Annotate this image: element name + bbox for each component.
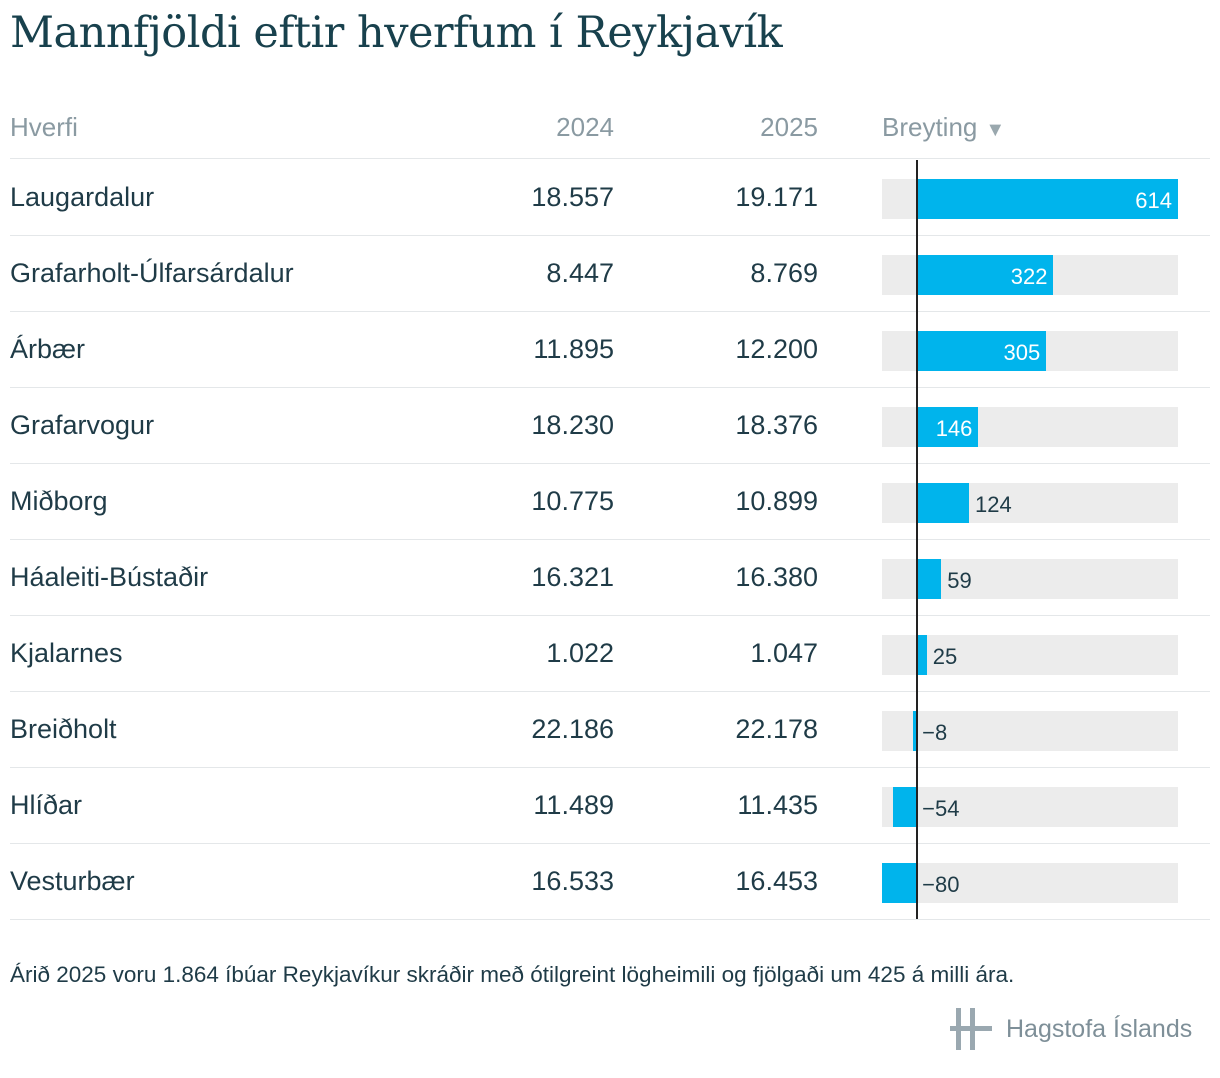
hagstofa-logo-text: Hagstofa Íslands (1006, 1014, 1193, 1043)
change-bar (916, 331, 1047, 371)
hagstofa-logo[interactable]: Hagstofa Íslands (950, 1006, 1192, 1052)
change-bar-label: 305 (1003, 340, 1041, 365)
row-divider (10, 919, 1210, 920)
change-bar-label: 146 (935, 416, 973, 441)
change-bar (916, 179, 1178, 219)
row-hverfi-name: Laugardalur (10, 182, 155, 212)
row-divider (10, 463, 1210, 464)
change-bar-label: 614 (1135, 188, 1172, 213)
table-row: Grafarvogur 18.230 18.376 146 (0, 388, 1220, 464)
zero-axis-line (916, 160, 918, 919)
change-bar-track (882, 635, 1178, 675)
table-row: Hlíðar 11.489 11.435 −54 (0, 768, 1220, 844)
row-value-2025: 16.453 (735, 866, 818, 896)
row-divider (10, 235, 1210, 236)
row-value-2025: 19.171 (735, 182, 818, 212)
row-hverfi-name: Hlíðar (10, 790, 83, 820)
row-divider (10, 539, 1210, 540)
change-bar-label: −8 (922, 720, 948, 745)
row-hverfi-name: Kjalarnes (10, 638, 123, 668)
row-value-2025: 12.200 (735, 334, 818, 364)
table-row: Laugardalur 18.557 19.171 614 (0, 160, 1220, 236)
change-bar (893, 787, 917, 827)
change-bar (916, 407, 979, 447)
row-value-2025: 18.376 (735, 410, 818, 440)
row-hverfi-name: Miðborg (10, 486, 108, 516)
row-value-2025: 10.899 (735, 486, 818, 516)
column-header-hverfi[interactable]: Hverfi (10, 112, 78, 142)
column-header-2025[interactable]: 2025 (760, 112, 818, 142)
row-value-2024: 11.489 (533, 790, 614, 820)
header-divider (10, 158, 1210, 159)
column-header-breyting-label: Breyting (882, 112, 978, 142)
row-divider (10, 691, 1210, 692)
row-value-2025: 22.178 (735, 714, 818, 744)
row-divider (10, 387, 1210, 388)
change-bar (916, 635, 927, 675)
row-divider (10, 311, 1210, 312)
table-row: Miðborg 10.775 10.899 124 (0, 464, 1220, 540)
table-row: Vesturbær 16.533 16.453 −80 (0, 844, 1220, 920)
row-value-2024: 10.775 (531, 486, 614, 516)
row-value-2025: 1.047 (750, 638, 818, 668)
row-divider (10, 767, 1210, 768)
change-bar-track (882, 787, 1178, 827)
table-row: Grafarholt-Úlfarsárdalur 8.447 8.769 322 (0, 236, 1220, 312)
table-row: Háaleiti-Bústaðir 16.321 16.380 59 (0, 540, 1220, 616)
change-bar-label: 25 (932, 644, 958, 669)
table-row: Kjalarnes 1.022 1.047 25 (0, 616, 1220, 692)
column-header-breyting[interactable]: Breyting ▼ (882, 112, 1005, 143)
row-value-2025: 16.380 (735, 562, 818, 592)
change-bar-track (882, 863, 1178, 903)
table-row: Breiðholt 22.186 22.178 −8 (0, 692, 1220, 768)
row-value-2024: 1.022 (546, 638, 614, 668)
hagstofa-logo-icon (950, 1008, 992, 1050)
row-hverfi-name: Árbær (10, 334, 86, 364)
change-bar-label: −80 (922, 872, 960, 897)
change-bar (916, 255, 1054, 295)
row-value-2025: 11.435 (737, 790, 818, 820)
page-title: Mannfjöldi eftir hverfum í Reykjavík (10, 8, 783, 58)
row-divider (10, 843, 1210, 844)
row-value-2024: 22.186 (531, 714, 614, 744)
change-bar (916, 483, 969, 523)
row-hverfi-name: Breiðholt (10, 714, 117, 744)
change-bar (882, 863, 917, 903)
change-bar (912, 711, 917, 751)
row-value-2024: 16.533 (531, 866, 614, 896)
change-bar-label: 124 (975, 492, 1012, 517)
row-value-2024: 8.447 (546, 258, 614, 288)
change-bar-label: −54 (922, 796, 960, 821)
table-row: Árbær 11.895 12.200 305 (0, 312, 1220, 388)
row-value-2024: 16.321 (531, 562, 614, 592)
row-value-2024: 18.557 (531, 182, 614, 212)
change-bar-label: 322 (1010, 264, 1048, 289)
row-value-2024: 11.895 (533, 334, 614, 364)
row-hverfi-name: Vesturbær (10, 866, 135, 896)
change-bar-track (882, 711, 1178, 751)
row-value-2025: 8.769 (750, 258, 818, 288)
change-bar (916, 559, 942, 599)
row-hverfi-name: Grafarvogur (10, 410, 155, 440)
row-hverfi-name: Grafarholt-Úlfarsárdalur (10, 258, 294, 288)
footnote: Árið 2025 voru 1.864 íbúar Reykjavíkur s… (10, 962, 1015, 987)
change-bar-label: 59 (947, 568, 972, 593)
row-value-2024: 18.230 (531, 410, 614, 440)
column-header-2024[interactable]: 2024 (556, 112, 614, 142)
row-divider (10, 615, 1210, 616)
sort-descending-icon[interactable]: ▼ (985, 119, 1006, 141)
row-hverfi-name: Háaleiti-Bústaðir (10, 562, 209, 592)
